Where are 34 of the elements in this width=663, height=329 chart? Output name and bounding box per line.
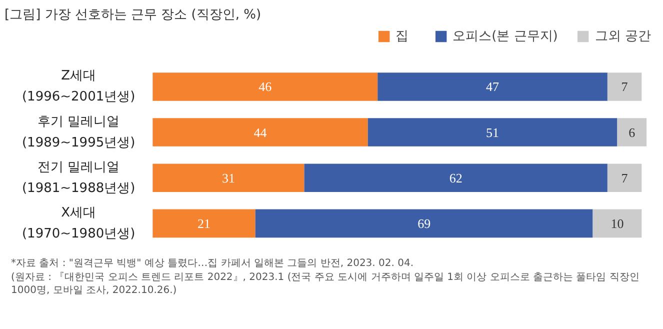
bar	[304, 164, 608, 192]
data-label: 69	[418, 216, 431, 231]
data-label: 51	[486, 124, 500, 140]
legend-label: 오피스(본 근무지)	[452, 28, 558, 45]
bar	[152, 72, 378, 101]
data-label: 31	[222, 170, 235, 186]
data-label: 62	[449, 170, 462, 186]
bar	[617, 118, 647, 146]
bar	[378, 72, 608, 101]
data-label: 10	[610, 216, 624, 231]
y-tick-label: X세대 (1970~1980년생)	[22, 205, 136, 242]
y-tick-label: Z세대 (1996~2001년생)	[22, 68, 136, 105]
bar	[152, 164, 304, 192]
text: (원자료 : 『대한민국 오피스 트렌드 리포트 2022』, 2023.1 (전국 주요 도시에 거주하며 일주일 1회 이상 오피스로 출근하는 풀타임 직장인 1000명, 모바일 조사, 2022.10.26.)	[11, 272, 640, 296]
text: *자료 출처 : "원격근무 빅뱅" 예상 틀렸다…집 카페서 일해본 그들의 반전, 2023. 02. 04.	[11, 258, 414, 269]
bar	[592, 209, 642, 238]
chart-title: [그림] 가장 선호하는 근무 장소 (직장인, %)	[4, 8, 262, 22]
bar	[255, 209, 593, 238]
data-label: 6	[628, 124, 636, 140]
data-label: 7	[621, 79, 628, 94]
data-label: 47	[486, 79, 500, 94]
data-label: 44	[254, 124, 268, 140]
bar	[607, 164, 642, 192]
data-label: 21	[198, 216, 211, 231]
y-tick-label: 전기 밀레니얼 (1981~1988년생)	[22, 160, 136, 196]
bar	[152, 118, 368, 146]
bar	[368, 118, 618, 146]
data-label: 7	[621, 170, 628, 186]
y-tick-label: 후기 밀레니얼 (1989~1995년생)	[22, 114, 136, 150]
bar	[607, 72, 642, 101]
data-label: 46	[258, 79, 272, 94]
legend-label: 집	[396, 28, 410, 45]
legend-label: 그외 공간	[594, 28, 651, 45]
bar	[152, 209, 256, 238]
